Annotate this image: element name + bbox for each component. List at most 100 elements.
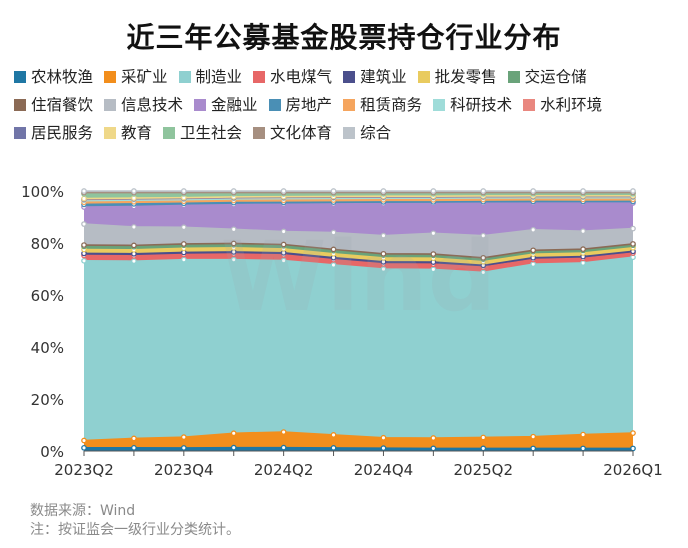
- data-point: [530, 227, 537, 233]
- data-point: [131, 224, 137, 230]
- data-point: [480, 188, 487, 194]
- legend-swatch: [343, 127, 356, 139]
- data-point: [280, 228, 287, 235]
- data-point: [380, 445, 387, 451]
- legend-swatch: [268, 99, 281, 111]
- data-point: [480, 434, 487, 441]
- series-line: [83, 252, 634, 268]
- legend-label: 金融业: [211, 96, 258, 114]
- data-point: [180, 188, 187, 194]
- data-point: [180, 434, 187, 440]
- legend-item: 信息技术: [104, 94, 183, 116]
- legend-label: 交运仓储: [524, 68, 587, 86]
- legend-item: 制造业: [178, 66, 243, 88]
- legend-swatch: [194, 99, 207, 111]
- legend-label: 水电煤气: [270, 68, 333, 86]
- legend-label: 住宿餐饮: [31, 96, 94, 114]
- data-point: [380, 434, 387, 441]
- legend-item: 科研技术: [433, 94, 512, 116]
- legend-swatch: [14, 99, 26, 111]
- x-tick-label: 2024Q4: [354, 461, 414, 479]
- area-series: [84, 257, 633, 441]
- legend-swatch: [523, 99, 536, 111]
- data-point: [180, 445, 187, 451]
- data-point: [530, 445, 537, 452]
- legend-label: 科研技术: [450, 96, 513, 114]
- legend-label: 教育: [121, 124, 153, 142]
- data-point: [580, 260, 586, 266]
- legend-label: 文化体育: [270, 124, 333, 142]
- y-tick-label: 60%: [31, 287, 64, 305]
- legend-label: 制造业: [195, 68, 243, 86]
- legend-swatch: [343, 71, 356, 83]
- legend-item: 批发零售: [417, 66, 497, 88]
- data-point: [131, 258, 137, 264]
- chart-footer: 数据来源：Wind 注：按证监会一级行业分类统计。: [30, 502, 240, 540]
- y-tick-label: 20%: [31, 391, 64, 409]
- data-point: [430, 251, 437, 257]
- data-point: [530, 247, 537, 254]
- data-point: [530, 433, 537, 440]
- data-point: [81, 257, 87, 264]
- data-point: [230, 240, 237, 247]
- data-point: [330, 432, 337, 438]
- series-line: [83, 202, 634, 208]
- legend-label: 采矿业: [121, 68, 168, 86]
- data-point: [180, 256, 187, 263]
- series-line: [83, 243, 634, 260]
- stacked-area-chart: Wind 0% 20% 40% 60% 80% 100% 2023Q2 2023Q4 2024Q2…: [21, 183, 663, 479]
- legend-label: 居民服务: [31, 124, 94, 142]
- legend-swatch: [178, 71, 191, 83]
- data-point: [630, 225, 636, 232]
- legend-item: 综合: [343, 122, 391, 144]
- data-point: [430, 266, 437, 273]
- classification-note: 注：按证监会一级行业分类统计。: [30, 522, 240, 538]
- data-point: [280, 257, 287, 264]
- x-tick-label: 2023Q2: [54, 461, 114, 479]
- data-point: [430, 435, 437, 441]
- y-tick-label: 0%: [40, 443, 64, 461]
- x-tick-label: 2025Q2: [454, 461, 514, 479]
- data-point: [131, 188, 137, 194]
- y-tick-label: 40%: [31, 339, 64, 357]
- data-point: [480, 232, 487, 239]
- legend-label: 卫生社会: [180, 124, 243, 142]
- legend-item: 卫生社会: [163, 122, 242, 144]
- data-point: [580, 246, 586, 252]
- data-point: [131, 435, 137, 442]
- legend-swatch: [104, 99, 117, 111]
- series-line: [83, 198, 634, 204]
- data-point: [230, 188, 237, 194]
- legend-item: 交运仓储: [507, 66, 587, 88]
- data-point: [580, 228, 586, 235]
- data-point: [180, 224, 187, 231]
- data-point: [430, 445, 437, 452]
- series-line: [83, 446, 634, 450]
- legend-label: 建筑业: [360, 68, 407, 86]
- data-point: [630, 241, 636, 247]
- x-tick-label: 2026Q1: [603, 461, 663, 479]
- legend-item: 租赁商务: [343, 94, 422, 116]
- chart-legend: 农林牧渔 采矿业 制造业 水电煤气 建筑业 批发零售 交运仓储住宿餐饮 信息技术 金融业 房地产 租…: [14, 66, 682, 144]
- data-point: [580, 188, 586, 194]
- data-point: [230, 226, 237, 233]
- legend-item: 居民服务: [14, 122, 93, 144]
- legend-item: 房地产: [268, 94, 332, 116]
- data-point: [530, 188, 537, 194]
- data-point: [131, 242, 137, 249]
- data-point: [81, 242, 87, 248]
- series-line: [83, 246, 634, 263]
- data-point: [230, 444, 237, 451]
- legend-swatch: [104, 127, 117, 139]
- legend-item: 农林牧渔: [14, 66, 93, 88]
- legend-item: 水电煤气: [253, 66, 332, 88]
- legend-swatch: [104, 71, 117, 83]
- series-line: [83, 200, 634, 206]
- data-point: [81, 437, 87, 444]
- legend-label: 信息技术: [121, 96, 184, 114]
- series-line: [83, 223, 634, 237]
- legend-item: 建筑业: [343, 66, 407, 88]
- data-point: [330, 445, 337, 451]
- legend-swatch: [343, 99, 356, 111]
- y-tick-label: 100%: [21, 183, 64, 201]
